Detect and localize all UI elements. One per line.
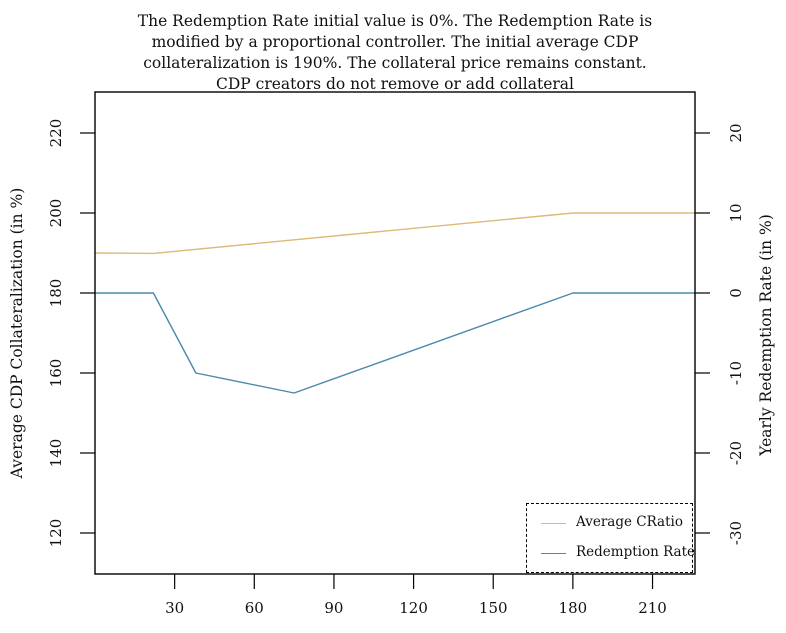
legend-label-average-cratio: Average CRatio bbox=[576, 514, 683, 530]
legend-label-redemption-rate: Redemption Rate bbox=[576, 544, 696, 560]
legend-box: Average CRatio Redemption Rate bbox=[526, 503, 696, 573]
left-axis-title: Average CDP Collateralization (in %) bbox=[8, 187, 26, 479]
x-axis-tick-label: 60 bbox=[244, 599, 264, 617]
redemption-rate-line-swatch bbox=[541, 553, 566, 554]
left-axis-tick-label: 180 bbox=[47, 278, 65, 308]
left-axis-tick-label: 200 bbox=[47, 198, 65, 228]
average-cratio-line-swatch bbox=[541, 523, 566, 524]
left-axis-tick-label: 220 bbox=[47, 118, 65, 148]
plot-frame bbox=[94, 91, 696, 575]
right-axis-tick-label: -10 bbox=[727, 360, 745, 386]
x-axis-tick-label: 150 bbox=[478, 599, 508, 617]
chart-title: The Redemption Rate initial value is 0%.… bbox=[137, 12, 653, 93]
right-axis-tick-label: -20 bbox=[727, 440, 745, 466]
right-axis-tick-label: -30 bbox=[727, 520, 745, 546]
right-axis-tick-label: 10 bbox=[727, 203, 745, 223]
legend-item-redemption-rate: Redemption Rate bbox=[527, 543, 696, 563]
legend-item-average-cratio: Average CRatio bbox=[527, 513, 692, 533]
x-axis-tick-label: 180 bbox=[558, 599, 588, 617]
right-axis-tick-label: 0 bbox=[727, 288, 745, 298]
series-line-redemption-rate bbox=[95, 292, 695, 394]
left-axis-tick-label: 120 bbox=[47, 518, 65, 548]
series-line-average-cratio bbox=[95, 212, 695, 255]
x-axis-tick-label: 90 bbox=[324, 599, 344, 617]
left-axis-tick-label: 160 bbox=[47, 358, 65, 388]
x-axis-tick-label: 210 bbox=[638, 599, 667, 617]
x-axis-tick-label: 30 bbox=[165, 599, 185, 617]
right-axis-tick-label: 20 bbox=[727, 123, 745, 143]
x-axis-tick-label: 120 bbox=[399, 599, 428, 617]
left-axis-tick-label: 140 bbox=[47, 438, 65, 468]
right-axis-title: Yearly Redemption Rate (in %) bbox=[757, 214, 775, 456]
